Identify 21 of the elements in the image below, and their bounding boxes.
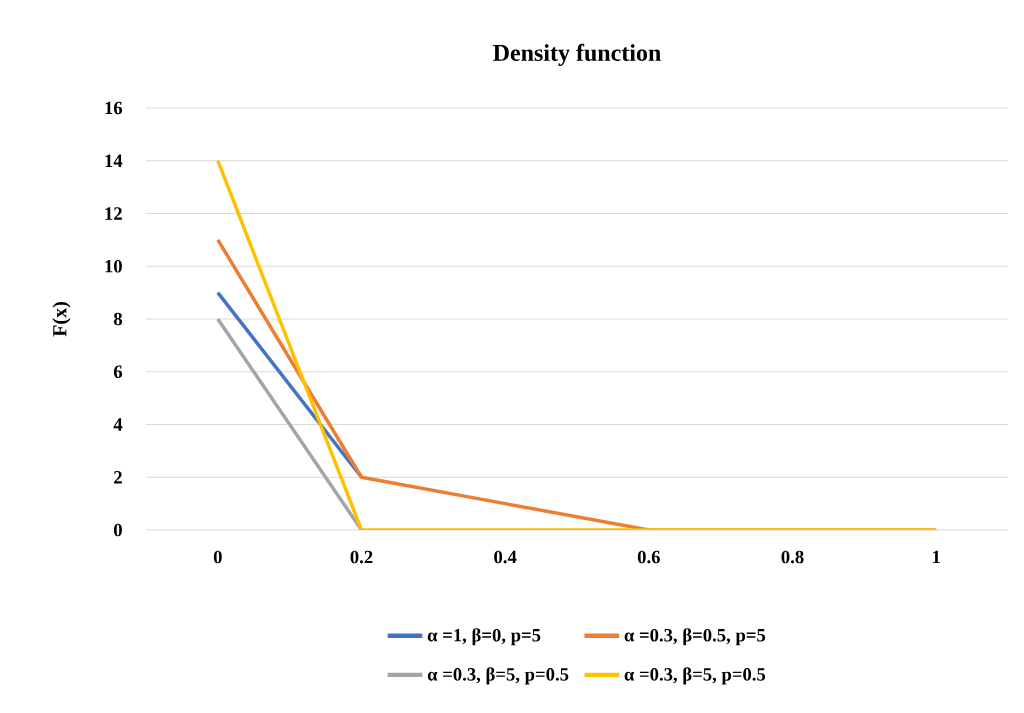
- x-tick-label: 0.2: [350, 550, 373, 564]
- chart-title: Density function: [493, 43, 661, 66]
- y-tick-label: 4: [113, 418, 123, 431]
- legend-label: α =1, β=0, p=5: [427, 628, 541, 646]
- y-tick-label: 14: [105, 154, 123, 167]
- legend-label: α =0.3, β=5, p=0.5: [427, 667, 569, 685]
- y-axis-title: F(x): [52, 301, 71, 337]
- x-tick-label: 0: [213, 550, 222, 564]
- y-tick-label: 12: [105, 207, 122, 220]
- y-tick-label: 0: [114, 523, 122, 537]
- x-tick-label: 0.4: [494, 550, 517, 564]
- legend-label: α =0.3, β=0.5, p=5: [624, 628, 766, 646]
- y-tick-label: 16: [105, 101, 123, 115]
- x-tick-label: 0.6: [637, 550, 660, 564]
- x-tick-label: 0.8: [781, 550, 804, 564]
- legend-label: α =0.3, β=5, p=0.5: [624, 667, 766, 685]
- y-tick-label: 2: [114, 470, 122, 484]
- x-tick-label: 1: [933, 550, 940, 563]
- y-tick-label: 6: [113, 365, 123, 378]
- y-tick-label: 8: [113, 312, 123, 326]
- y-tick-label: 10: [105, 259, 122, 273]
